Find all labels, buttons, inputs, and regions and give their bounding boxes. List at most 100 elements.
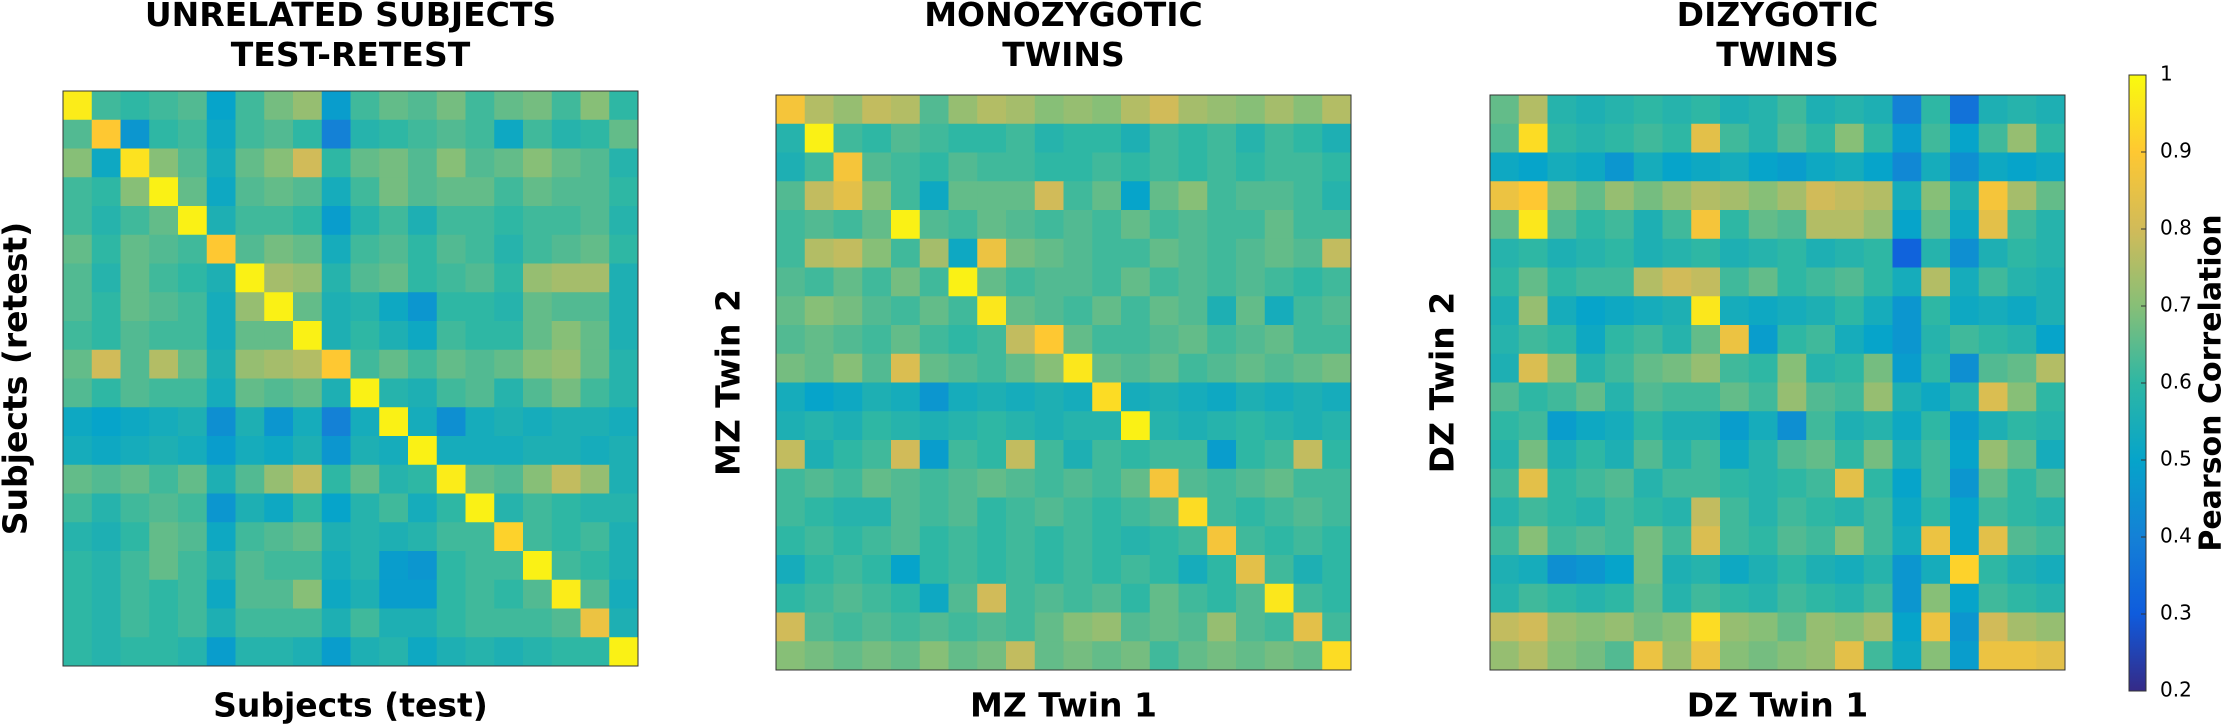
heatmap-cell <box>891 181 921 211</box>
heatmap-cell <box>1633 641 1663 671</box>
heatmap-cell <box>293 321 323 351</box>
heatmap-cell <box>1518 497 1548 527</box>
heatmap-cell <box>2007 526 2037 556</box>
heatmap-cell <box>1777 641 1807 671</box>
heatmap-cell <box>1149 555 1179 585</box>
heatmap-cell <box>120 91 150 121</box>
heatmap-cell <box>494 292 524 322</box>
heatmap-cell <box>804 641 834 671</box>
heatmap-cell <box>1662 497 1692 527</box>
heatmap-cell <box>1322 555 1352 585</box>
heatmap-cell <box>948 497 978 527</box>
heatmap-cell <box>1605 612 1635 642</box>
heatmap-cell <box>1063 468 1093 498</box>
heatmap-cell <box>1633 181 1663 211</box>
heatmap-cell <box>379 119 409 149</box>
heatmap-cell <box>523 464 553 494</box>
heatmap-cell <box>948 152 978 182</box>
heatmap-cell <box>1605 181 1635 211</box>
heatmap-cell <box>1207 296 1237 326</box>
heatmap-cell <box>1633 497 1663 527</box>
heatmap-cell <box>948 440 978 470</box>
heatmap-cell <box>1547 238 1577 268</box>
heatmap-cell <box>862 583 892 613</box>
heatmap-cell <box>63 119 93 149</box>
heatmap-cell <box>2036 382 2066 412</box>
heatmap-cell <box>1322 210 1352 240</box>
heatmap-cell <box>1034 181 1064 211</box>
heatmap-cell <box>1092 641 1122 671</box>
heatmap-cell <box>1748 526 1778 556</box>
heatmap-cell <box>1547 353 1577 383</box>
heatmap-cell <box>1293 641 1323 671</box>
heatmap-cell <box>1518 612 1548 642</box>
heatmap-cell <box>1034 411 1064 441</box>
heatmap-cell <box>120 493 150 523</box>
heatmap-cell <box>1006 411 1036 441</box>
heatmap-cell <box>293 148 323 178</box>
heatmap-cell <box>1921 612 1951 642</box>
heatmap-cell <box>1921 583 1951 613</box>
heatmap-cell <box>1662 210 1692 240</box>
heatmap-cell <box>1121 296 1151 326</box>
heatmap-cell <box>178 579 208 609</box>
heatmap-cell <box>1633 210 1663 240</box>
heatmap-cell <box>494 177 524 207</box>
heatmap-cell <box>1207 612 1237 642</box>
heatmap-cell <box>891 267 921 297</box>
heatmap-cell <box>91 119 121 149</box>
heatmap-cell <box>235 206 265 236</box>
heatmap-cell <box>264 378 294 408</box>
heatmap-cell <box>1691 440 1721 470</box>
heatmap-cell <box>1863 411 1893 441</box>
heatmap-cell <box>580 579 610 609</box>
heatmap-cell <box>1576 612 1606 642</box>
heatmap-cell <box>580 349 610 379</box>
heatmap-cell <box>1662 123 1692 153</box>
heatmap-cell <box>919 210 949 240</box>
heatmap-cell <box>379 378 409 408</box>
heatmap-cell <box>1518 210 1548 240</box>
heatmap-cell <box>1092 440 1122 470</box>
heatmap-cell <box>178 349 208 379</box>
heatmap-cell <box>1921 411 1951 441</box>
heatmap-cell <box>523 349 553 379</box>
heatmap-cell <box>1921 497 1951 527</box>
heatmap-cell <box>1006 152 1036 182</box>
heatmap-cell <box>1293 583 1323 613</box>
heatmap-cell <box>1034 583 1064 613</box>
heatmap-cell <box>1720 267 1750 297</box>
heatmap-cell <box>776 325 806 355</box>
heatmap-cell <box>264 349 294 379</box>
heatmap-cell <box>1633 583 1663 613</box>
heatmap-cell <box>2007 411 2037 441</box>
heatmap-cell <box>436 119 466 149</box>
heatmap-cell <box>1777 123 1807 153</box>
heatmap-cell <box>1264 267 1294 297</box>
heatmap-cell <box>609 551 639 581</box>
heatmap-cell <box>1748 181 1778 211</box>
heatmap-cell <box>63 436 93 466</box>
heatmap-cell <box>1748 123 1778 153</box>
heatmap-cell <box>350 234 380 264</box>
heatmap-cell <box>1748 468 1778 498</box>
heatmap-cell <box>833 440 863 470</box>
heatmap-cell <box>408 551 438 581</box>
heatmap-cell <box>63 464 93 494</box>
heatmap-cell <box>91 321 121 351</box>
heatmap-cell <box>350 321 380 351</box>
heatmap-cell <box>1063 382 1093 412</box>
heatmap-cell <box>1178 181 1208 211</box>
heatmap-cell <box>2036 267 2066 297</box>
heatmap-cell <box>63 206 93 236</box>
heatmap-cell <box>1006 555 1036 585</box>
heatmap-cell <box>293 579 323 609</box>
heatmap-cell <box>523 119 553 149</box>
heatmap-cell <box>408 493 438 523</box>
heatmap-cell <box>948 555 978 585</box>
heatmap-cell <box>1063 238 1093 268</box>
heatmap-cell <box>833 95 863 125</box>
heatmap-cell <box>1149 267 1179 297</box>
heatmap-cell <box>551 91 581 121</box>
